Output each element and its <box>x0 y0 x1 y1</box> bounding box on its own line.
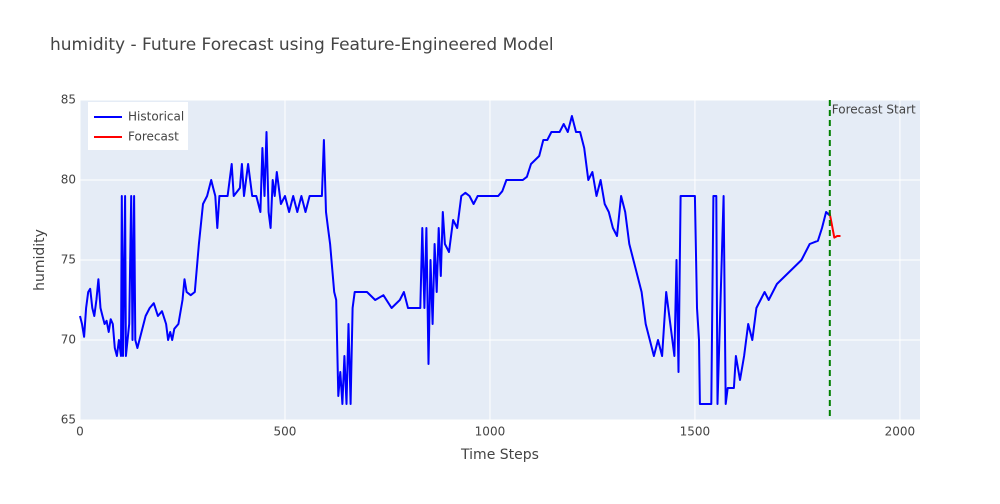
annotation: Forecast Start <box>832 103 916 117</box>
x-tick-label: 500 <box>274 425 297 439</box>
x-axis-title: Time Steps <box>460 447 539 463</box>
x-tick-label: 2000 <box>885 425 916 439</box>
legend-label: Forecast <box>128 130 179 144</box>
x-tick-label: 1000 <box>475 425 506 439</box>
y-tick-label: 80 <box>61 173 76 187</box>
legend <box>88 102 188 150</box>
y-tick-label: 75 <box>61 253 76 267</box>
series-line <box>79 115 831 405</box>
y-tick-label: 65 <box>61 413 76 427</box>
legend-label: Historical <box>128 110 184 124</box>
series-line <box>828 211 841 239</box>
x-tick-label: 1500 <box>680 425 711 439</box>
chart-title: humidity - Future Forecast using Feature… <box>50 35 554 55</box>
y-tick-label: 85 <box>61 93 76 107</box>
y-axis-title: humidity <box>32 229 48 291</box>
y-tick-label: 70 <box>61 333 76 347</box>
x-tick-label: 0 <box>76 425 84 439</box>
